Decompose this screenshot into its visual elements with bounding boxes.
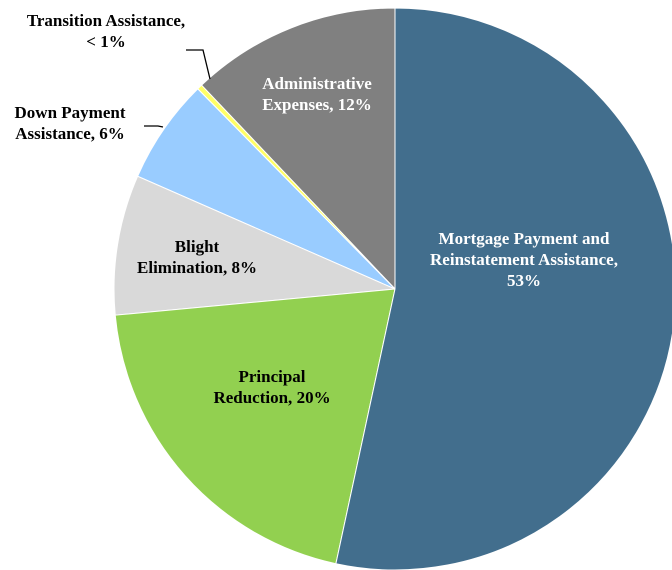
slice-label: Principal Reduction, 20%	[197, 366, 347, 408]
category-label: Down Payment Assistance,	[14, 103, 126, 143]
slice-label: Blight Elimination, 8%	[132, 236, 262, 278]
slice-label: Mortgage Payment and Reinstatement Assis…	[429, 228, 619, 291]
value-label: 6%	[99, 124, 125, 143]
category-label: Principal Reduction,	[213, 367, 306, 407]
value-label: 53%	[507, 271, 541, 290]
leader-line	[144, 125, 164, 128]
category-label: Mortgage Payment and Reinstatement Assis…	[430, 229, 618, 269]
category-label: Transition Assistance,	[26, 11, 186, 30]
value-label: < 1%	[86, 32, 126, 51]
value-label: 12%	[337, 95, 372, 114]
pie-slice	[200, 7, 396, 291]
value-label: 20%	[296, 388, 331, 407]
value-label: 8%	[231, 258, 257, 277]
pie-slice	[335, 7, 672, 570]
slice-label: Transition Assistance, < 1%	[26, 10, 186, 52]
category-label: Administrative Expenses,	[262, 74, 372, 114]
slice-label: Administrative Expenses, 12%	[237, 73, 397, 115]
pie-slice	[114, 288, 396, 565]
pie-slice	[113, 175, 397, 316]
slice-label: Down Payment Assistance, 6%	[0, 102, 140, 144]
category-label: Blight Elimination,	[137, 237, 228, 277]
leader-line	[186, 49, 211, 80]
